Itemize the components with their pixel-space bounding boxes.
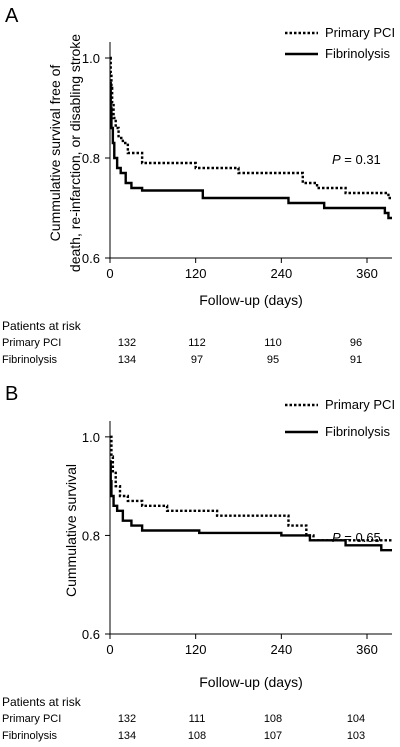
- risk-table-title: Patients at risk: [2, 695, 82, 709]
- risk-table-cell: 107: [264, 730, 282, 742]
- x-tick-label: 240: [270, 266, 292, 281]
- risk-table-row-label: Fibrinolysis: [2, 730, 58, 742]
- series-line-fibrinolysis: [109, 81, 392, 220]
- x-axis-label: Follow-up (days): [199, 292, 302, 308]
- risk-table-cell: 112: [188, 337, 206, 349]
- risk-table-title: Patients at risk: [2, 319, 82, 333]
- y-tick-label: 1.0: [82, 51, 100, 66]
- panel-label: B: [5, 383, 18, 405]
- p-value-annotation: P = 0.65: [332, 530, 381, 545]
- p-value-annotation: P = 0.31: [332, 152, 381, 167]
- x-tick-label: 0: [106, 266, 113, 281]
- legend-label: Primary PCI: [325, 25, 395, 40]
- x-tick-label: 120: [185, 642, 207, 657]
- risk-table-cell: 96: [350, 337, 362, 349]
- y-tick-label: 1.0: [82, 430, 100, 445]
- y-axis-label: Cummulative survival free of: [47, 65, 63, 242]
- risk-table-cell: 95: [267, 354, 279, 366]
- risk-table-cell: 132: [118, 713, 136, 725]
- y-tick-label: 0.8: [82, 528, 100, 543]
- y-tick-label: 0.6: [82, 251, 100, 266]
- series-line-fibrinolysis: [109, 460, 392, 552]
- risk-table-cell: 108: [188, 730, 206, 742]
- risk-table-cell: 97: [191, 354, 203, 366]
- x-tick-label: 360: [356, 642, 378, 657]
- x-tick-label: 120: [185, 266, 207, 281]
- panel-label: A: [5, 5, 19, 27]
- risk-table-cell: 103: [347, 730, 365, 742]
- panel-b: B 1.0 0.8 0.6 0 120 240 360 Cummulative survival…: [2, 383, 395, 742]
- risk-table-cell: 110: [264, 337, 282, 349]
- y-tick-label: 0.8: [82, 151, 100, 166]
- panel-a: A 1.0 0.8 0.6 0 120 240 360 Cummulative survival…: [2, 5, 395, 366]
- risk-table-cell: 108: [264, 713, 282, 725]
- risk-table-cell: 134: [118, 354, 136, 366]
- risk-table-cell: 134: [118, 730, 136, 742]
- risk-table-cell: 91: [350, 354, 362, 366]
- x-tick-label: 360: [356, 266, 378, 281]
- x-tick-label: 0: [106, 642, 113, 657]
- legend-label: Fibrinolysis: [325, 424, 391, 439]
- y-axis-label: death, re-infarction, or disabling strok…: [67, 34, 83, 272]
- x-tick-label: 240: [270, 642, 292, 657]
- risk-table-row-label: Fibrinolysis: [2, 354, 58, 366]
- series-line-primary-pci: [110, 435, 392, 542]
- legend-label: Primary PCI: [325, 397, 395, 412]
- legend-label: Fibrinolysis: [325, 46, 391, 61]
- series-line-primary-pci: [109, 56, 392, 200]
- risk-table-cell: 111: [189, 713, 206, 725]
- y-axis-label: Cummulative survival: [63, 464, 79, 597]
- risk-table-cell: 104: [347, 713, 365, 725]
- x-axis-label: Follow-up (days): [199, 674, 302, 690]
- risk-table-row-label: Primary PCI: [2, 337, 61, 349]
- y-tick-label: 0.6: [82, 627, 100, 642]
- risk-table-row-label: Primary PCI: [2, 713, 61, 725]
- risk-table-cell: 132: [118, 337, 136, 349]
